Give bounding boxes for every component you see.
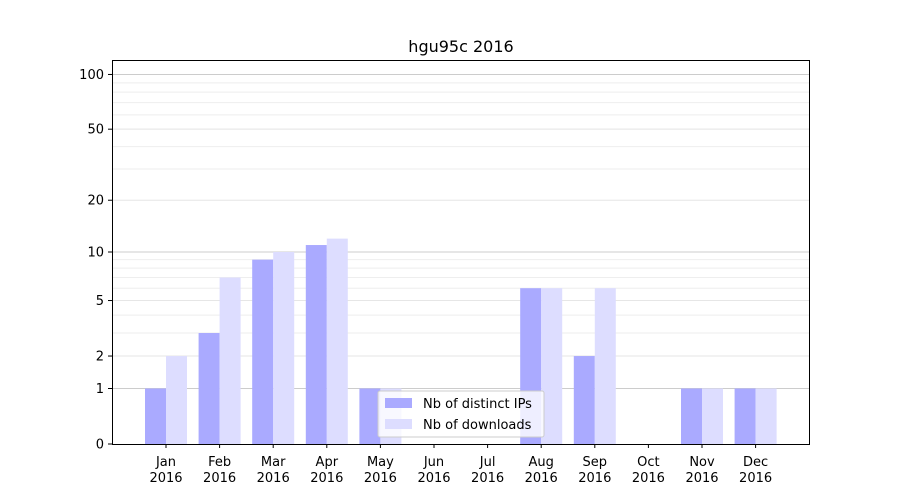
legend-swatch-distinct-ips xyxy=(385,398,412,408)
x-tick-label-month: Jul xyxy=(479,455,496,470)
x-tick-label-year: 2016 xyxy=(310,471,343,486)
x-tick-label-year: 2016 xyxy=(257,471,290,486)
bar-downloads xyxy=(755,388,777,444)
y-tick-label: 1 xyxy=(96,382,104,397)
bar-downloads xyxy=(273,252,295,444)
y-tick-label: 0 xyxy=(96,438,104,453)
chart-title: hgu95c 2016 xyxy=(408,37,513,56)
y-axis: 0 1 2 5 10 20 50 100 xyxy=(79,68,112,453)
x-tick-label-month: Mar xyxy=(261,455,286,470)
y-tick-label: 20 xyxy=(87,194,104,209)
bar-distinct-ips xyxy=(145,388,166,444)
bar-downloads xyxy=(219,277,241,444)
x-tick-label-month: Jan xyxy=(155,455,176,470)
x-tick-label-year: 2016 xyxy=(149,471,182,486)
x-tick-label-month: Dec xyxy=(743,455,768,470)
x-tick-label-month: Feb xyxy=(208,455,231,470)
x-tick-label-year: 2016 xyxy=(739,471,772,486)
x-tick-label-month: Oct xyxy=(637,455,659,470)
x-tick-label-month: Apr xyxy=(316,455,339,470)
bar-distinct-ips xyxy=(681,388,702,444)
x-axis: Jan2016Feb2016Mar2016Apr2016May2016Jun20… xyxy=(149,444,772,486)
y-tick-label: 100 xyxy=(79,68,104,83)
x-tick-label-month: Sep xyxy=(583,455,608,470)
legend: Nb of distinct IPs Nb of downloads xyxy=(377,390,545,438)
bar-downloads xyxy=(166,356,187,444)
x-tick-label-year: 2016 xyxy=(364,471,397,486)
bar-downloads xyxy=(326,238,348,444)
bar-distinct-ips xyxy=(198,332,220,444)
bar-distinct-ips xyxy=(252,259,274,444)
grid-layer xyxy=(112,73,809,389)
x-tick-label-year: 2016 xyxy=(525,471,558,486)
bar-distinct-ips xyxy=(359,388,381,444)
legend-label-distinct-ips: Nb of distinct IPs xyxy=(423,397,532,412)
x-tick-label-year: 2016 xyxy=(578,471,611,486)
x-tick-label-year: 2016 xyxy=(471,471,504,486)
plot-frame xyxy=(112,60,810,445)
legend-label-downloads: Nb of downloads xyxy=(423,418,532,433)
bar-distinct-ips xyxy=(305,245,327,444)
bar-downloads xyxy=(541,288,563,444)
bar-distinct-ips xyxy=(573,356,595,444)
y-tick-label: 5 xyxy=(96,294,104,309)
x-tick-label-month: Nov xyxy=(689,455,715,470)
x-tick-label-month: Aug xyxy=(529,455,554,470)
x-tick-label-month: Jun xyxy=(423,455,444,470)
x-tick-label-year: 2016 xyxy=(685,471,718,486)
x-tick-label-month: May xyxy=(367,455,394,470)
x-tick-label-year: 2016 xyxy=(632,471,665,486)
bar-distinct-ips xyxy=(734,388,756,444)
legend-swatch-downloads xyxy=(385,419,412,429)
y-tick-label: 50 xyxy=(87,123,104,138)
legend-box xyxy=(377,390,545,438)
x-tick-label-year: 2016 xyxy=(417,471,450,486)
y-tick-label: 10 xyxy=(87,246,104,261)
x-tick-label-year: 2016 xyxy=(203,471,236,486)
bar-downloads xyxy=(702,388,723,444)
y-tick-label: 2 xyxy=(96,350,104,365)
bar-downloads xyxy=(594,288,616,444)
